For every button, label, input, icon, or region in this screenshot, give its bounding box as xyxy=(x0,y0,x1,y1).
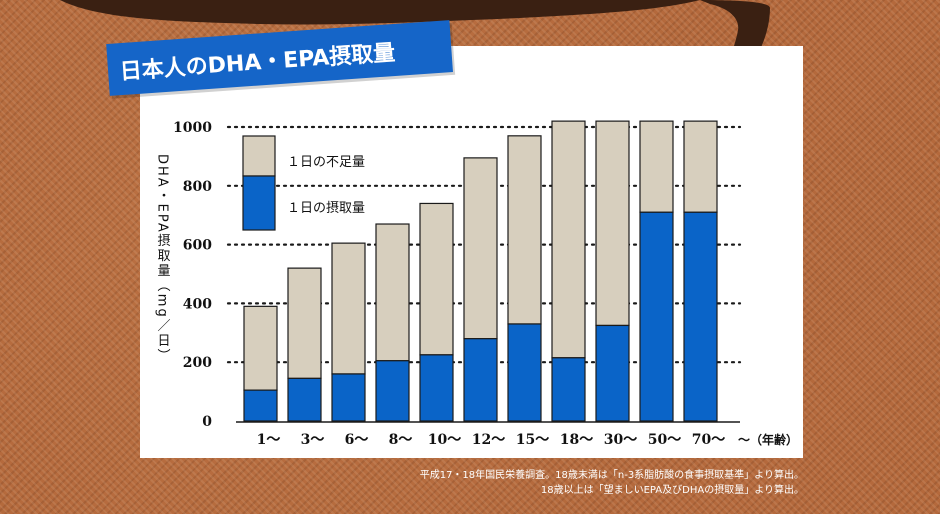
x-tick-label: 15～ xyxy=(516,432,549,448)
x-tick-label: 10～ xyxy=(428,432,461,448)
y-tick-label: 800 xyxy=(183,179,212,195)
bar-intake xyxy=(243,389,278,422)
bar-shortfall xyxy=(243,305,278,391)
x-tick-label: 12～ xyxy=(472,432,505,448)
bar-shortfall xyxy=(507,135,542,325)
x-tick-label: 6～ xyxy=(345,432,369,448)
bar-intake xyxy=(595,324,630,422)
x-tick-label: 3～ xyxy=(301,432,325,448)
bar-intake xyxy=(463,338,498,422)
bar-intake xyxy=(419,354,454,422)
stacked-bar-chart: 0 200 400 600 800 1000 DHA・EPA摂取量（mg／日） 1～ 3～ 6～ 8… xyxy=(155,120,799,448)
bar-shortfall xyxy=(331,242,366,375)
footnote-2: 18歳以上は「望ましいEPA及びDHAの摂取量」より算出。 xyxy=(540,485,804,496)
x-tick-label: 1～ xyxy=(257,432,281,448)
legend-label-shortfall: １日の不足量 xyxy=(287,155,365,170)
bar-shortfall xyxy=(463,157,498,340)
bar-shortfall xyxy=(551,120,586,359)
y-axis-label: DHA・EPA摂取量（mg／日） xyxy=(155,154,171,364)
bar-intake xyxy=(331,373,366,422)
bar-intake xyxy=(683,211,718,422)
y-tick-label: 600 xyxy=(183,238,212,254)
x-tick-label: 70～ xyxy=(692,432,725,448)
bar-shortfall xyxy=(639,120,674,213)
x-tick-label: 50～ xyxy=(648,432,681,448)
legend-swatch-intake xyxy=(242,175,276,231)
bar-shortfall xyxy=(595,120,630,327)
bar-intake xyxy=(551,357,586,422)
y-tick-label: 1000 xyxy=(173,120,212,136)
y-tick-label: 200 xyxy=(183,355,212,371)
legend-swatch-shortfall xyxy=(242,135,276,177)
bar-shortfall xyxy=(683,120,718,213)
y-tick-label: 0 xyxy=(202,414,212,430)
x-tick-label: 8～ xyxy=(389,432,413,448)
bar-shortfall xyxy=(419,202,454,356)
x-axis-end-label: ～（年齢） xyxy=(738,432,798,447)
y-tick-label: 400 xyxy=(183,296,212,312)
legend-label-intake: １日の摂取量 xyxy=(287,200,365,216)
x-tick-label: 30～ xyxy=(604,432,637,448)
bar-shortfall xyxy=(287,267,322,379)
bar-intake xyxy=(507,323,542,422)
bar-intake xyxy=(639,211,674,422)
bar-intake xyxy=(375,360,410,422)
footnote-1: 平成17・18年国民栄養調査。18歳未満は「n-3系脂肪酸の食事摂取基準」より算… xyxy=(419,470,804,481)
bar-shortfall xyxy=(375,223,410,362)
bar-intake xyxy=(287,377,322,422)
x-tick-label: 18～ xyxy=(560,432,593,448)
